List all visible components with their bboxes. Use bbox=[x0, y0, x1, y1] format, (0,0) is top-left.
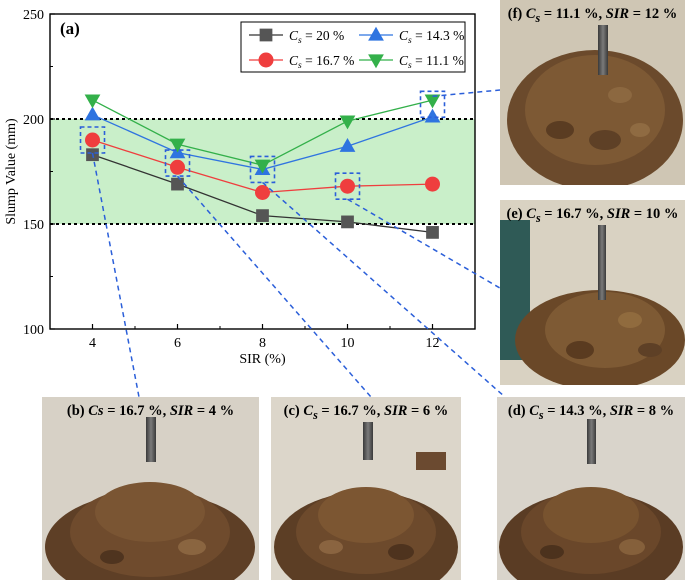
x-tick-label-6: 6 bbox=[174, 336, 181, 351]
data-point-s0-x8 bbox=[256, 209, 269, 222]
photo-cs-sub-c: s bbox=[313, 407, 318, 422]
photo-sir-value-f: = 12 % bbox=[629, 6, 678, 22]
connector-e bbox=[347, 198, 506, 292]
data-point-s0-x12 bbox=[426, 226, 439, 239]
photo-sir-name-e: SIR bbox=[606, 206, 631, 222]
data-point-s3-x6 bbox=[169, 138, 186, 153]
highlight-box-d bbox=[249, 155, 276, 184]
photo-panel-b: (b) Cs = 16.7 %, SIR = 4 % bbox=[42, 397, 259, 580]
photo-label-b: (b) bbox=[66, 403, 85, 419]
photo-cs-sub-d: s bbox=[538, 407, 544, 422]
photo-cs-sub-e: s bbox=[535, 210, 541, 225]
data-point-s2-x10 bbox=[339, 138, 356, 152]
photo-cs-name-c: C bbox=[303, 403, 314, 419]
data-point-s3-x10 bbox=[339, 115, 356, 130]
soil-photo-e bbox=[500, 200, 685, 385]
photo-sir-name-b: SIR bbox=[169, 403, 194, 419]
photo-cs-value-e: = 16.7 %, bbox=[540, 206, 607, 222]
data-point-s2-x4 bbox=[84, 106, 101, 121]
y-axis-label: Slump Value (mm) bbox=[4, 118, 19, 225]
legend-entry-3: Cs = 11.1 % bbox=[399, 53, 464, 71]
photo-panel-c: (c) Cs = 16.7 %, SIR = 6 % bbox=[271, 397, 461, 580]
photo-sir-name-d: SIR bbox=[609, 403, 634, 419]
soil-photo-b bbox=[42, 397, 259, 580]
data-point-s1-x6 bbox=[170, 159, 185, 175]
data-point-s1-x8 bbox=[255, 185, 270, 200]
photo-sir-name-c: SIR bbox=[384, 403, 408, 419]
photo-label-c: (c) bbox=[283, 403, 300, 419]
x-tick-label-12: 12 bbox=[426, 336, 440, 351]
photo-cs-name-d: C bbox=[529, 403, 539, 419]
x-tick-label-10: 10 bbox=[341, 336, 355, 351]
legend-box bbox=[240, 21, 466, 73]
photo-sir-value-b: = 4 % bbox=[193, 403, 235, 419]
panel-label-a: (a) bbox=[60, 19, 80, 38]
highlight-box-f bbox=[419, 90, 446, 119]
photo-sir-name-f: SIR bbox=[605, 6, 630, 22]
highlight-box-b bbox=[79, 126, 106, 154]
photo-sir-value-e: = 10 % bbox=[630, 206, 679, 222]
photo-cs-sub-f: s bbox=[535, 10, 541, 25]
y-tick-label-250: 250 bbox=[23, 8, 44, 23]
data-point-s3-x4 bbox=[84, 94, 101, 109]
photo-label-f: (f) bbox=[507, 6, 523, 22]
connector-c bbox=[176, 175, 372, 398]
y-tick-label-150: 150 bbox=[23, 218, 44, 233]
photo-cs-value-c: = 16.7 %, bbox=[317, 403, 385, 419]
legend-marker-1 bbox=[258, 52, 274, 68]
connector-f bbox=[432, 89, 501, 98]
y-tick-label-200: 200 bbox=[23, 113, 44, 128]
photo-panel-d: (d) Cs = 14.3 %, SIR = 8 % bbox=[497, 397, 685, 580]
data-point-s1-x12 bbox=[425, 176, 440, 192]
x-axis-label: SIR (%) bbox=[239, 352, 286, 367]
legend-entry-0: Cs = 20 % bbox=[289, 28, 344, 46]
photo-caption-e: (e) Cs = 16.7 %, SIR = 10 % bbox=[500, 200, 685, 228]
legend-marker-3 bbox=[368, 54, 384, 69]
data-point-s2-x12 bbox=[424, 108, 441, 123]
photo-cs-name-f: C bbox=[525, 6, 536, 22]
photo-caption-f: (f) Cs = 11.1 %, SIR = 12 % bbox=[500, 0, 685, 28]
data-point-s0-x6 bbox=[171, 177, 184, 191]
data-point-s0-x10 bbox=[341, 215, 354, 229]
highlight-box-e bbox=[334, 172, 361, 200]
legend-entry-2: Cs = 14.3 % bbox=[399, 28, 464, 46]
photo-cs-value-b: = 16.7 %, bbox=[103, 403, 170, 419]
data-point-s1-x4 bbox=[85, 132, 100, 148]
legend-marker-0 bbox=[259, 28, 273, 42]
photo-cs-name-e: C bbox=[526, 206, 536, 222]
photo-caption-c: (c) Cs = 16.7 %, SIR = 6 % bbox=[271, 397, 461, 425]
photo-cs-value-d: = 14.3 %, bbox=[543, 403, 610, 419]
data-point-s3-x8 bbox=[254, 159, 271, 174]
soil-photo-f bbox=[500, 0, 685, 185]
y-tick-label-100: 100 bbox=[23, 323, 44, 338]
photo-sir-value-c: = 6 % bbox=[407, 403, 449, 419]
x-tick-label-4: 4 bbox=[89, 336, 96, 351]
photo-label-e: (e) bbox=[506, 206, 523, 222]
photo-sir-value-d: = 8 % bbox=[633, 403, 675, 419]
data-point-s1-x10 bbox=[340, 178, 355, 194]
legend-entry-1: Cs = 16.7 % bbox=[289, 53, 354, 71]
photo-caption-b: (b) Cs = 16.7 %, SIR = 4 % bbox=[42, 397, 259, 425]
photo-cs-name-b: Cs bbox=[88, 403, 104, 419]
legend-marker-2 bbox=[368, 26, 384, 41]
photo-panel-f: (f) Cs = 11.1 %, SIR = 12 % bbox=[500, 0, 685, 185]
photo-label-d: (d) bbox=[507, 403, 526, 419]
photo-caption-d: (d) Cs = 14.3 %, SIR = 8 % bbox=[497, 397, 685, 425]
highlight-box-c bbox=[164, 149, 191, 177]
data-point-s3-x12 bbox=[424, 94, 441, 109]
photo-cs-value-f: = 11.1 %, bbox=[540, 6, 606, 22]
photo-panel-e: (e) Cs = 16.7 %, SIR = 10 % bbox=[500, 200, 685, 385]
x-tick-label-8: 8 bbox=[259, 336, 266, 351]
